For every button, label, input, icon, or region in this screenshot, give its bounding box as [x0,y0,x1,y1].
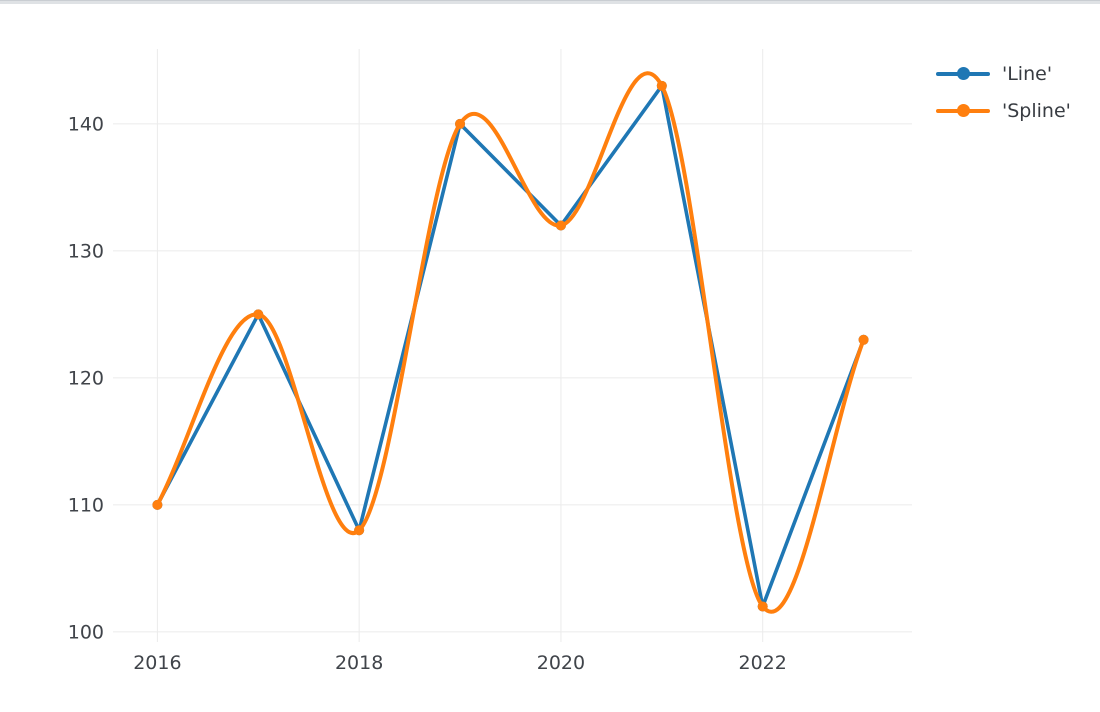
legend: 'Line' 'Spline' [936,55,1071,129]
gridlines [113,49,912,642]
legend-label: 'Spline' [1002,99,1071,122]
data-point-marker-spline [253,309,264,320]
data-point-marker-spline [656,80,667,91]
data-point-marker-spline [152,499,163,510]
legend-dot-swatch [956,104,970,117]
legend-dot-swatch [956,67,970,80]
legend-item-spline[interactable]: 'Spline' [936,92,1071,129]
x-tick-label: 2020 [537,652,585,674]
window-top-divider [0,0,1100,4]
series-path-line [155,84,866,609]
y-tick-label: 130 [68,240,104,262]
series-path-spline [155,71,866,614]
legend-marker-icon [936,67,990,81]
y-axis-tick-labels: 100 110 120 130 140 [68,113,104,643]
y-tick-label: 140 [68,113,104,135]
legend-marker-icon [936,104,990,118]
x-axis-tick-labels: 2016 2018 2020 2022 [133,652,787,674]
legend-label: 'Line' [1002,62,1053,85]
data-point-marker-spline [354,525,365,536]
x-tick-label: 2016 [133,652,181,674]
x-tick-label: 2018 [335,652,383,674]
series-layer [152,71,869,614]
legend-item-line[interactable]: 'Line' [936,55,1071,92]
data-point-marker-spline [757,601,768,612]
y-tick-label: 110 [68,494,104,516]
y-tick-label: 100 [68,621,104,643]
x-tick-label: 2022 [739,652,787,674]
y-tick-label: 120 [68,367,104,389]
data-point-marker-spline [455,118,466,129]
data-point-marker-spline [555,220,566,231]
data-point-marker-spline [858,334,869,345]
